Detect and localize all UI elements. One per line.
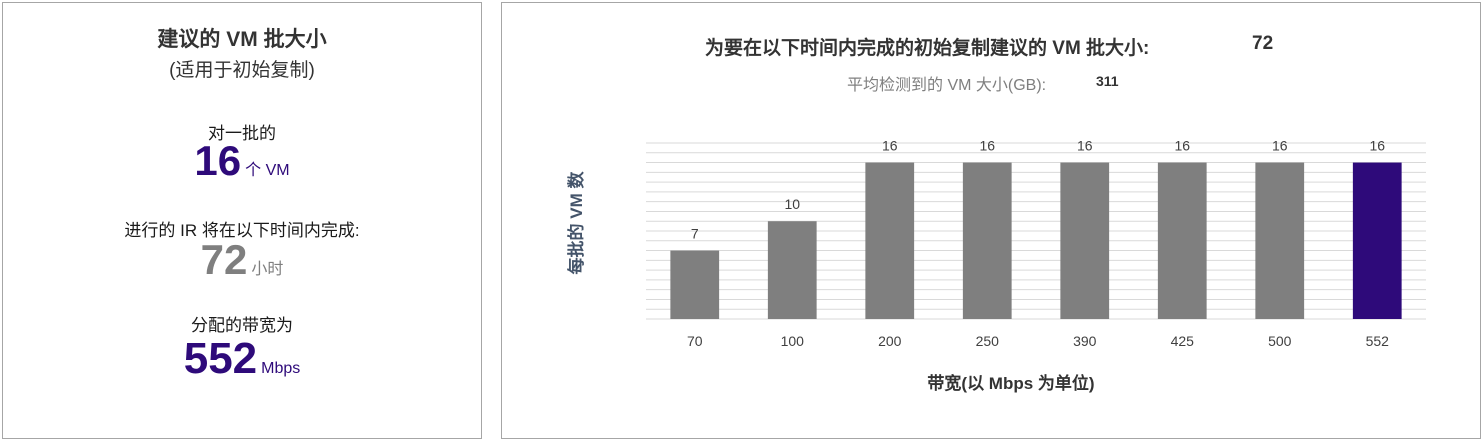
- batch-size-metric: 16 个 VM: [3, 140, 481, 182]
- bar: [1255, 162, 1305, 319]
- batch-summary-panel: 建议的 VM 批大小 (适用于初始复制) 对一批的 16 个 VM 进行的 IR …: [2, 2, 482, 439]
- bandwidth-metric: 552 Mbps: [3, 337, 481, 381]
- batch-label: 对一批的: [208, 124, 276, 143]
- bar: [767, 221, 817, 319]
- chart-title-value: 72: [1252, 33, 1274, 54]
- x-tick-label: 200: [878, 333, 902, 349]
- bandwidth-label: 分配的带宽为: [191, 316, 293, 335]
- bar-chart: 7 70 10 100 16 200 16 250 16 390 16 425 16 500 16 552 带宽…: [566, 138, 1426, 393]
- bar: [1352, 162, 1402, 319]
- bar: [865, 162, 915, 319]
- duration-unit: 小时: [251, 261, 284, 278]
- bar: [1157, 162, 1207, 319]
- summary-subtitle: (适用于初始复制): [169, 60, 315, 81]
- x-axis-label: 带宽(以 Mbps 为单位): [927, 373, 1094, 393]
- data-label: 16: [1077, 138, 1093, 154]
- data-label: 16: [882, 138, 898, 154]
- chart-subtitle-label: 平均检测到的 VM 大小(GB):: [847, 77, 1047, 94]
- x-tick-label: 70: [687, 333, 703, 349]
- batch-size-unit: 个 VM: [245, 162, 290, 179]
- duration-label: 进行的 IR 将在以下时间内完成:: [124, 221, 360, 240]
- bar: [962, 162, 1012, 319]
- bandwidth-unit: Mbps: [261, 360, 301, 377]
- data-label: 16: [1369, 138, 1385, 154]
- data-label: 16: [979, 138, 995, 154]
- bar: [670, 250, 720, 319]
- bar: [1060, 162, 1110, 319]
- bandwidth-value: 552: [183, 334, 258, 383]
- data-label: 10: [784, 196, 800, 212]
- x-tick-label: 250: [976, 333, 1000, 349]
- x-tick-label: 390: [1073, 333, 1097, 349]
- batch-size-value: 16: [194, 137, 242, 184]
- duration-metric: 72 小时: [3, 239, 481, 281]
- summary-title: 建议的 VM 批大小: [157, 28, 327, 51]
- x-tick-label: 500: [1268, 333, 1292, 349]
- duration-value: 72: [200, 236, 248, 283]
- x-tick-label: 100: [781, 333, 805, 349]
- x-tick-label: 552: [1366, 333, 1390, 349]
- x-tick-label: 425: [1171, 333, 1195, 349]
- data-label: 16: [1174, 138, 1190, 154]
- chart-subtitle-value: 311: [1096, 73, 1119, 89]
- chart-title-label: 为要在以下时间内完成的初始复制建议的 VM 批大小:: [705, 38, 1150, 59]
- batch-size-chart-panel: 为要在以下时间内完成的初始复制建议的 VM 批大小: 72 平均检测到的 VM …: [501, 2, 1481, 439]
- y-axis-label: 每批的 VM 数: [566, 171, 586, 275]
- data-label: 16: [1272, 138, 1288, 154]
- data-label: 7: [691, 226, 699, 242]
